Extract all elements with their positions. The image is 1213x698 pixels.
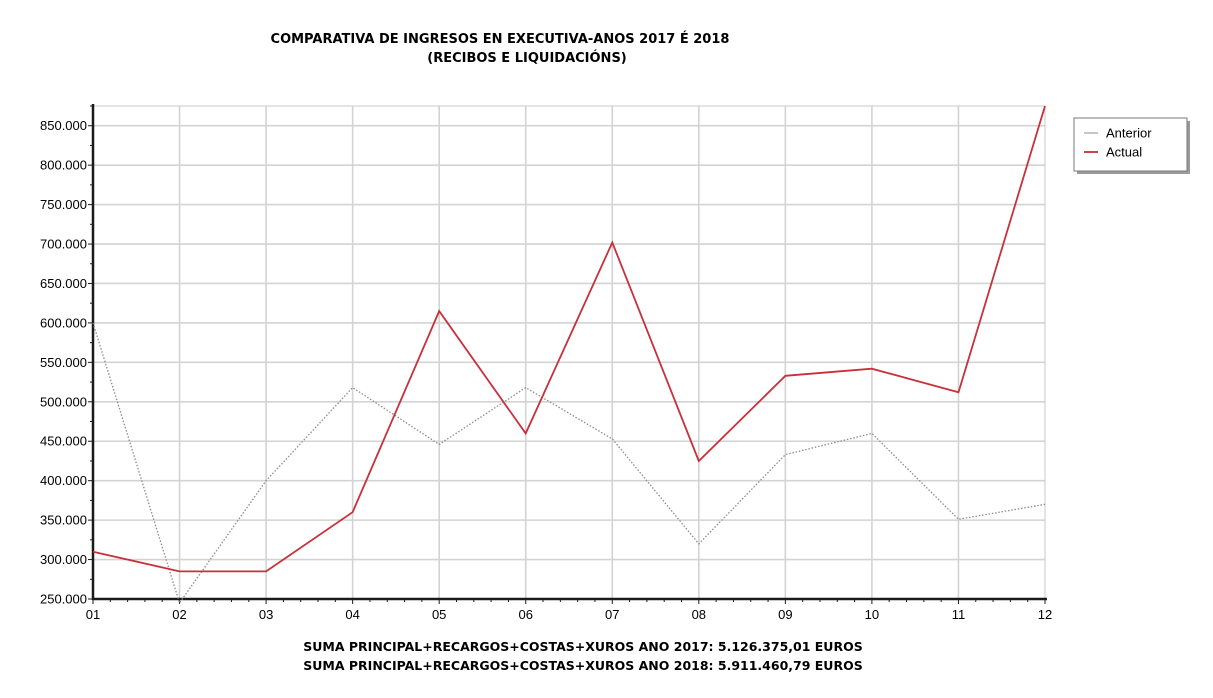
footer-total-2018: SUMA PRINCIPAL+RECARGOS+COSTAS+XUROS ANO… bbox=[303, 658, 862, 673]
y-tick-label: 650.000 bbox=[40, 276, 87, 291]
plot-area: 250.000 300.000 350.000 400.000 450.000 500.0… bbox=[40, 104, 1052, 622]
x-tick-label: 06 bbox=[518, 607, 532, 622]
legend: Anterior Actual bbox=[1073, 117, 1190, 174]
y-tick-label: 450.000 bbox=[40, 434, 87, 449]
y-tick-label: 700.000 bbox=[40, 237, 87, 252]
chart-title-block: COMPARATIVA DE INGRESOS EN EXECUTIVA-ANO… bbox=[271, 31, 730, 66]
y-tick-label: 800.000 bbox=[40, 158, 87, 173]
y-tick-label: 400.000 bbox=[40, 473, 87, 488]
x-tick-label: 05 bbox=[432, 607, 446, 622]
y-tick-label: 850.000 bbox=[40, 118, 87, 133]
legend-label-actual: Actual bbox=[1106, 145, 1142, 160]
footer-total-2017: SUMA PRINCIPAL+RECARGOS+COSTAS+XUROS ANO… bbox=[303, 639, 862, 654]
y-tick-label: 250.000 bbox=[40, 592, 87, 607]
legend-label-anterior: Anterior bbox=[1106, 126, 1152, 141]
x-tick-label: 08 bbox=[692, 607, 706, 622]
x-tick-label: 11 bbox=[952, 607, 966, 622]
chart-subtitle: (RECIBOS E LIQUIDACIÓNS) bbox=[427, 50, 627, 66]
x-tick-label: 01 bbox=[86, 607, 100, 622]
plot-background bbox=[93, 106, 1045, 599]
x-tick-label: 09 bbox=[778, 607, 792, 622]
y-tick-label: 300.000 bbox=[40, 552, 87, 567]
x-tick-label: 10 bbox=[865, 607, 879, 622]
y-tick-label: 550.000 bbox=[40, 355, 87, 370]
chart-title: COMPARATIVA DE INGRESOS EN EXECUTIVA-ANO… bbox=[271, 31, 730, 47]
footer-totals: SUMA PRINCIPAL+RECARGOS+COSTAS+XUROS ANO… bbox=[303, 639, 862, 673]
series-line-actual bbox=[92, 105, 1046, 573]
x-tick-label: 07 bbox=[605, 607, 619, 622]
y-tick-label: 500.000 bbox=[40, 394, 87, 409]
x-tick-label: 04 bbox=[345, 607, 359, 622]
y-tick-label: 750.000 bbox=[40, 197, 87, 212]
x-tick-label: 02 bbox=[172, 607, 186, 622]
x-tick-label: 12 bbox=[1038, 607, 1052, 622]
y-tick-label: 350.000 bbox=[40, 513, 87, 528]
y-tick-label: 600.000 bbox=[40, 315, 87, 330]
x-tick-label: 03 bbox=[259, 607, 273, 622]
legend-box bbox=[1073, 117, 1188, 172]
